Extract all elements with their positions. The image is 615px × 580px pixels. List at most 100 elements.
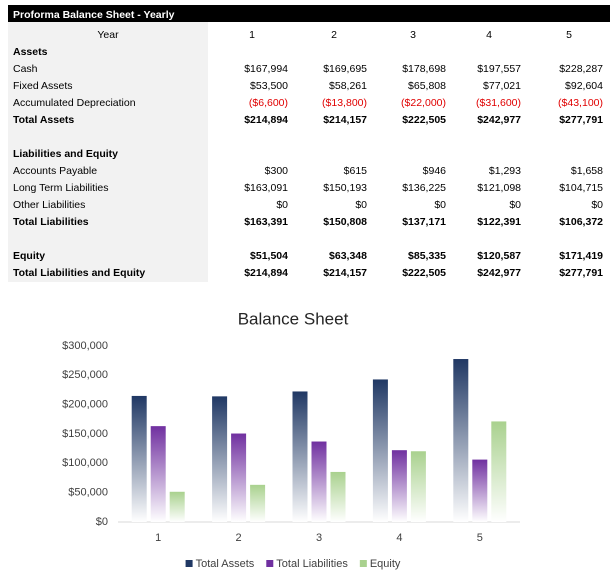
header-cell: 2	[331, 29, 337, 41]
cell: $136,225	[402, 182, 446, 194]
header-cell: 4	[486, 29, 492, 41]
y-tick-label: $0	[96, 516, 108, 528]
bar	[453, 359, 469, 522]
bar	[311, 441, 327, 522]
bar	[491, 421, 507, 522]
cell: $300	[265, 165, 289, 177]
cell: $242,977	[477, 267, 521, 279]
cell: $0	[591, 199, 603, 211]
y-tick-label: $150,000	[62, 428, 108, 440]
y-tick-label: $300,000	[62, 340, 108, 352]
cell: $85,335	[408, 250, 446, 262]
header-cell: 5	[566, 29, 572, 41]
cell: $1,293	[489, 165, 521, 177]
row-label: Cash	[13, 63, 38, 75]
cell: $214,894	[244, 114, 288, 126]
cell: $0	[355, 199, 367, 211]
y-tick-label: $250,000	[62, 369, 108, 381]
bar	[372, 379, 388, 522]
cell: $58,261	[329, 80, 367, 92]
cell: $150,193	[323, 182, 367, 194]
cell: $92,604	[565, 80, 603, 92]
x-tick-label: 4	[396, 532, 402, 544]
y-tick-label: $50,000	[68, 487, 108, 499]
bar	[410, 451, 426, 522]
cell: $163,391	[244, 216, 288, 228]
legend-swatch	[266, 560, 274, 567]
cell: $150,808	[323, 216, 367, 228]
legend-swatch	[359, 560, 367, 567]
cell: $122,391	[477, 216, 521, 228]
cell: $121,098	[477, 182, 521, 194]
chart: $0 $50,000 $100,000 $150,000 $200,000 $250,00…	[62, 340, 520, 570]
row-label: Total Liabilities and Equity	[13, 267, 145, 279]
row-label: Accounts Payable	[13, 165, 97, 177]
cell: $615	[344, 165, 368, 177]
bar	[131, 395, 147, 522]
x-tick-label: 2	[236, 532, 242, 544]
cell: $171,419	[559, 250, 603, 262]
bar	[391, 450, 407, 522]
cell: $1,658	[571, 165, 603, 177]
bar	[231, 433, 247, 522]
row-label: Fixed Assets	[13, 80, 73, 92]
legend-swatch	[185, 560, 193, 567]
table-title: Proforma Balance Sheet - Yearly	[13, 9, 175, 21]
row-label: Total Assets	[13, 114, 74, 126]
row-label: Accumulated Depreciation	[13, 97, 136, 109]
legend-label: Total Assets	[196, 558, 255, 570]
cell: $0	[509, 199, 521, 211]
cell: $214,894	[244, 267, 288, 279]
cell: ($6,600)	[249, 97, 288, 109]
cell: $242,977	[477, 114, 521, 126]
cell: $120,587	[477, 250, 521, 262]
bar	[292, 391, 308, 522]
bar	[472, 459, 488, 522]
cell: $222,505	[402, 267, 446, 279]
cell: $228,287	[559, 63, 603, 75]
x-tick-label: 3	[316, 532, 322, 544]
header-cell: 3	[410, 29, 416, 41]
bar	[169, 491, 185, 522]
cell: $214,157	[323, 114, 367, 126]
cell: $197,557	[477, 63, 521, 75]
header-cell: 1	[249, 29, 255, 41]
cell: $167,994	[244, 63, 288, 75]
row-label: Other Liabilities	[13, 199, 85, 211]
legend-label: Total Liabilities	[276, 558, 348, 570]
x-tick-label: 1	[155, 532, 161, 544]
y-tick-label: $200,000	[62, 399, 108, 411]
row-label: Long Term Liabilities	[13, 182, 109, 194]
cell: $946	[423, 165, 447, 177]
legend: Total Assets Total Liabilities Equity	[185, 558, 401, 570]
cell: $214,157	[323, 267, 367, 279]
chart-title: Balance Sheet	[238, 309, 349, 328]
row-label: Total Liabilities	[13, 216, 89, 228]
cell: $163,091	[244, 182, 288, 194]
cell: $0	[434, 199, 446, 211]
cell: ($22,000)	[401, 97, 446, 109]
header-cell: Year	[97, 29, 119, 41]
y-tick-label: $100,000	[62, 457, 108, 469]
cell: $77,021	[483, 80, 521, 92]
cell: ($31,600)	[476, 97, 521, 109]
cell: $277,791	[559, 267, 603, 279]
bar	[150, 426, 166, 522]
title-bar	[8, 5, 610, 22]
label-column	[8, 22, 208, 282]
row-label: Equity	[13, 250, 45, 262]
section-heading: Liabilities and Equity	[13, 148, 118, 160]
cell: $104,715	[559, 182, 603, 194]
cell: $178,698	[402, 63, 446, 75]
cell: $0	[276, 199, 288, 211]
cell: ($43,100)	[558, 97, 603, 109]
cell: ($13,800)	[322, 97, 367, 109]
cell: $277,791	[559, 114, 603, 126]
bar	[250, 484, 266, 522]
cell: $63,348	[329, 250, 367, 262]
cell: $51,504	[250, 250, 288, 262]
cell: $222,505	[402, 114, 446, 126]
section-heading: Assets	[13, 46, 48, 58]
cell: $137,171	[402, 216, 446, 228]
bar	[330, 471, 346, 522]
